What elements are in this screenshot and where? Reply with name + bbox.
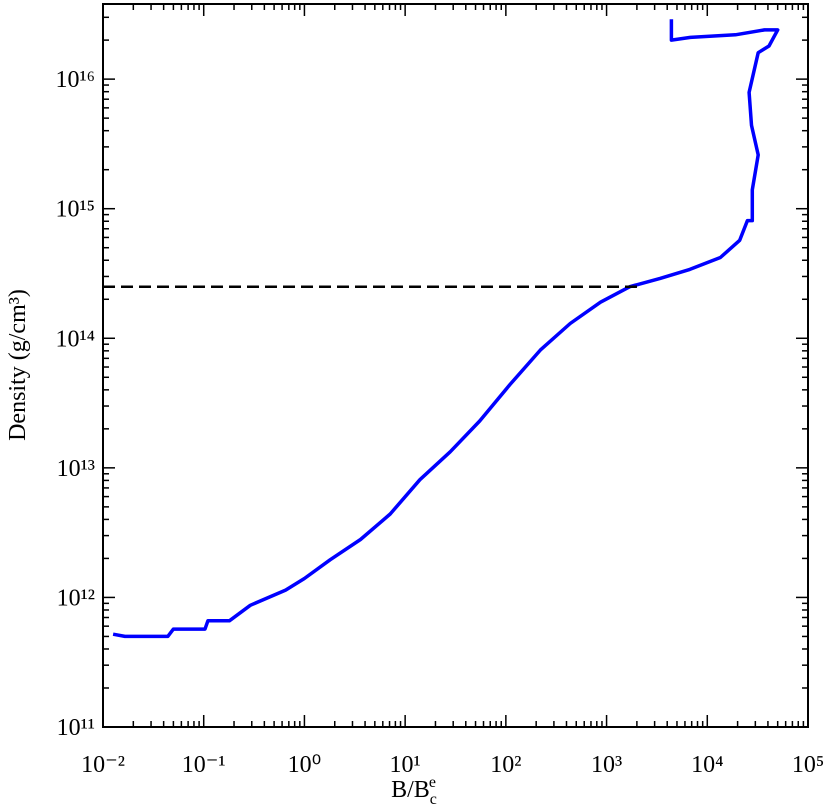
x-label-sub: c: [430, 791, 437, 807]
x-tick-label: 10¹: [390, 752, 421, 778]
x-tick-label: 10⁴: [691, 752, 723, 778]
x-label-text: B/B: [391, 777, 430, 803]
y-axis-label: Density (g/cm³): [5, 289, 31, 441]
x-tick-label: 10⁻¹: [182, 752, 226, 778]
plot-frame: [102, 3, 809, 728]
y-tick-label: 10¹¹: [57, 715, 95, 741]
y-tick-label: 10¹³: [57, 456, 95, 482]
y-tick-label: 10¹⁶: [55, 67, 95, 93]
x-tick-label: 10⁻²: [81, 752, 125, 778]
data-line: [112, 19, 780, 639]
x-label-sup: e: [429, 774, 436, 791]
x-tick-label: 10³: [591, 752, 622, 778]
y-tick-label: 10¹²: [57, 585, 95, 611]
x-axis-label: B/Bce: [391, 774, 437, 807]
x-tick-label: 10²: [490, 752, 521, 778]
y-tick-label: 10¹⁵: [55, 197, 95, 223]
x-tick-label: 10⁵: [792, 752, 824, 778]
x-tick-label: 10⁰: [288, 752, 322, 778]
y-tick-label: 10¹⁴: [55, 326, 95, 352]
